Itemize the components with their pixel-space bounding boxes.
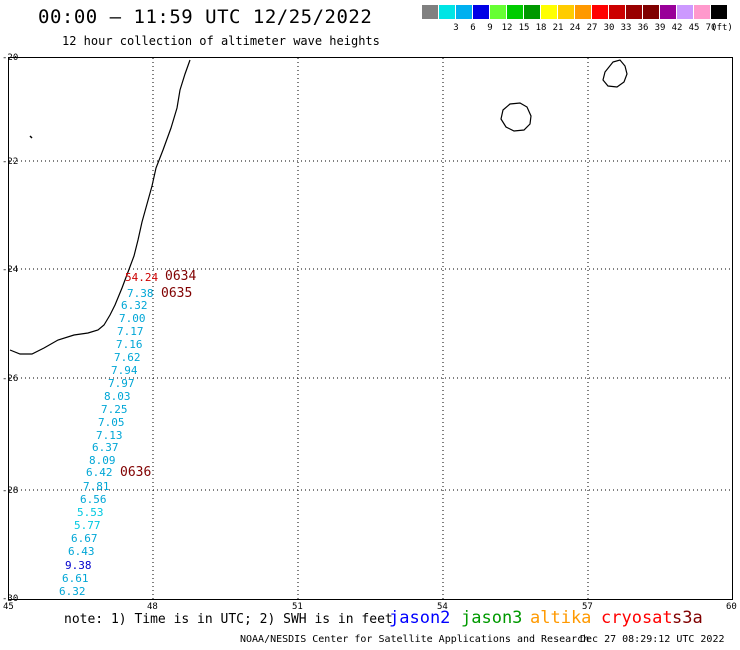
legend-tick-label: 15 — [518, 23, 530, 33]
legend-tick-label: 45 — [688, 23, 700, 33]
legend-tick-label: 42 — [671, 23, 683, 33]
longitude-label: 48 — [147, 602, 158, 612]
wave-height-reading: 6.32 — [59, 585, 86, 598]
legend-swatch — [711, 5, 727, 19]
legend-swatch — [558, 5, 574, 19]
wave-height-reading: 5.53 — [77, 506, 104, 519]
legend-tick-label: 27 — [586, 23, 598, 33]
legend-swatch — [524, 5, 540, 19]
legend-tick-label: 33 — [620, 23, 632, 33]
footer-note: note: 1) Time is in UTC; 2) SWH is in fe… — [64, 612, 393, 627]
madagascar-coastline — [9, 59, 191, 355]
legend-swatch — [643, 5, 659, 19]
wave-height-reading: 6.32 — [121, 299, 148, 312]
legend-swatch — [575, 5, 591, 19]
mauritius-island — [602, 59, 628, 88]
legend-swatch — [456, 5, 472, 19]
pass-time-label: 0635 — [161, 286, 193, 301]
wave-height-reading: 54.24 — [125, 271, 159, 284]
latitude-label: -20 — [2, 53, 19, 63]
pass-time-label: 0634 — [165, 269, 197, 284]
legend-swatch — [626, 5, 642, 19]
legend-swatch — [541, 5, 557, 19]
wave-height-reading: 8.09 — [89, 454, 116, 467]
reunion-island — [500, 102, 532, 132]
satellite-jason3-label: jason3 — [461, 608, 523, 628]
longitude-label: 45 — [3, 602, 14, 612]
legend-tick-label: 12 — [501, 23, 513, 33]
wave-height-reading: 7.94 — [111, 364, 138, 377]
pass-time-label: 0636 — [120, 465, 152, 480]
wave-height-reading: 7.17 — [117, 325, 144, 338]
legend-swatch — [694, 5, 710, 19]
latitude-label: -28 — [2, 486, 19, 496]
legend-swatch — [592, 5, 608, 19]
latitude-label: -30 — [2, 594, 19, 604]
wave-height-reading: 6.43 — [68, 545, 95, 558]
generated-timestamp: Dec 27 08:29:12 UTC 2022 — [580, 634, 725, 645]
longitude-label: 51 — [292, 602, 303, 612]
wave-height-reading: 5.77 — [74, 519, 101, 532]
wave-height-reading: 7.97 — [108, 377, 135, 390]
legend-unit-label: (ft) — [711, 23, 733, 33]
wave-height-reading: 7.62 — [114, 351, 141, 364]
satellite-altika-label: altika — [530, 608, 592, 628]
legend-tick-label: 30 — [603, 23, 615, 33]
wave-height-reading: 7.16 — [116, 338, 143, 351]
islet — [29, 135, 33, 139]
wave-height-reading: 7.13 — [96, 429, 123, 442]
wave-height-reading: 6.56 — [80, 493, 107, 506]
wave-height-reading: 9.38 — [65, 559, 92, 572]
map-frame — [8, 57, 733, 600]
longitude-label: 60 — [726, 602, 737, 612]
legend-tick-label: 39 — [654, 23, 666, 33]
wave-height-reading: 6.37 — [92, 441, 119, 454]
wave-height-reading: 7.38 — [127, 287, 154, 300]
map-subtitle: 12 hour collection of altimeter wave hei… — [62, 34, 380, 48]
legend-tick-label: 9 — [487, 23, 493, 33]
legend-swatch — [439, 5, 455, 19]
wave-height-reading: 6.42 — [86, 466, 113, 479]
longitude-label: 54 — [437, 602, 448, 612]
wave-height-reading: 7.00 — [119, 312, 146, 325]
legend-swatch — [490, 5, 506, 19]
legend-tick-label: 6 — [470, 23, 476, 33]
satellite-s3a-label: s3a — [672, 608, 703, 628]
legend-swatch — [507, 5, 523, 19]
satellite-cryosat-label: cryosat — [601, 608, 673, 628]
legend-swatch — [422, 5, 438, 19]
map-title: 00:00 – 11:59 UTC 12/25/2022 — [38, 6, 373, 28]
credit-line: NOAA/NESDIS Center for Satellite Applica… — [240, 634, 590, 645]
latitude-label: -24 — [2, 265, 19, 275]
satellite-jason2-label: jason2 — [389, 608, 451, 628]
legend-swatch — [473, 5, 489, 19]
legend-tick-label: 3 — [453, 23, 459, 33]
wave-height-reading: 7.05 — [98, 416, 125, 429]
wave-height-color-legend: 3 6 9 12 15 18 21 24 27 30 33 36 39 42 45 70 (ft) — [422, 5, 733, 35]
wave-height-reading: 6.61 — [62, 572, 89, 585]
legend-tick-label: 36 — [637, 23, 649, 33]
latitude-label: -26 — [2, 374, 19, 384]
legend-swatch — [677, 5, 693, 19]
legend-tick-label: 21 — [552, 23, 564, 33]
legend-tick-label: 70 — [705, 23, 717, 33]
legend-tick-label: 18 — [535, 23, 547, 33]
wave-height-reading: 7.81 — [83, 480, 110, 493]
legend-tick-label: 24 — [569, 23, 581, 33]
latitude-label: -22 — [2, 157, 19, 167]
wave-height-reading: 8.03 — [104, 390, 131, 403]
legend-swatch — [660, 5, 676, 19]
longitude-label: 57 — [582, 602, 593, 612]
wave-height-reading: 7.25 — [101, 403, 128, 416]
legend-swatch — [609, 5, 625, 19]
wave-height-reading: 6.67 — [71, 532, 98, 545]
